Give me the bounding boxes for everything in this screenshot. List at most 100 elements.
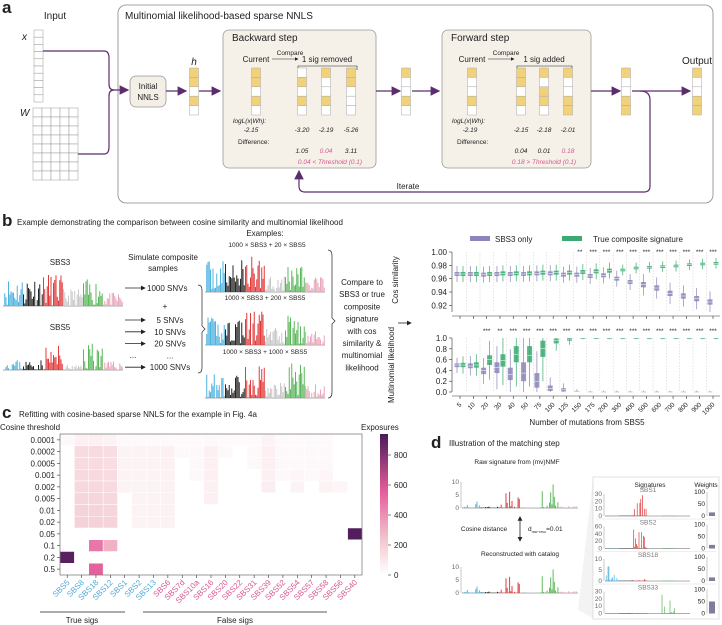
spectrum-bar <box>281 386 283 398</box>
spectrum-bar <box>293 285 295 292</box>
spectrum-bar <box>605 612 607 614</box>
colorbar-tick-label: 600 <box>394 481 408 490</box>
x-tick-label: 50 <box>520 401 530 411</box>
simulate-label-2: samples <box>148 264 178 273</box>
spectrum-bar <box>24 303 26 306</box>
heatmap-cell <box>160 469 176 482</box>
vector-cell <box>346 86 356 97</box>
spectrum-bar <box>573 591 575 593</box>
spectrum-bar <box>311 287 313 292</box>
spectra <box>3 256 325 399</box>
heatmap-cell <box>160 516 176 529</box>
panel-a-letter: a <box>2 0 12 17</box>
spectrum-bar <box>541 491 543 508</box>
w-matrix-cell <box>32 143 43 154</box>
spectrum-bar <box>106 298 108 306</box>
spectrum-bar <box>321 395 323 398</box>
w-matrix-cell <box>41 134 52 145</box>
spectrum-bar <box>481 507 483 508</box>
spectrum-bar <box>253 273 255 292</box>
spectrum-bar <box>322 393 324 398</box>
spectrum-bar <box>669 600 671 614</box>
legend-label: SBS3 only <box>495 235 532 244</box>
spectrum-bar <box>280 283 281 292</box>
spectrum-bar <box>65 298 67 306</box>
forward-difference-label: Difference: <box>457 139 489 146</box>
spectrum-bar <box>88 345 89 370</box>
significance-marker: *** <box>669 249 677 256</box>
spectrum-bar <box>221 378 223 398</box>
vector-cell <box>692 105 702 116</box>
spectrum-bar <box>101 348 103 370</box>
heatmap-cell <box>102 516 118 529</box>
spectrum-bar <box>71 291 73 306</box>
x-tick-label: 30 <box>493 401 503 411</box>
heatmap-cell <box>246 445 262 458</box>
forward-current-vector <box>467 67 477 116</box>
spectrum-bar <box>273 384 275 398</box>
spectrum-bar <box>291 270 293 292</box>
x-tick-label: 500 <box>637 401 650 414</box>
spectrum-bar <box>237 321 239 345</box>
spectrum-bar <box>226 335 228 345</box>
spectrum-bar <box>223 324 225 345</box>
spectrum-bar <box>113 361 114 370</box>
heatmap-cell <box>131 469 147 482</box>
spectrum-bar <box>268 392 270 398</box>
y-tick-label: 20 <box>595 596 603 603</box>
spectrum-bar <box>643 578 645 581</box>
w-matrix-cell <box>41 170 52 181</box>
w-matrix-cell <box>59 152 70 163</box>
spectrum-bar <box>207 317 209 345</box>
spectrum-bar <box>272 286 274 292</box>
heatmap-cell <box>131 433 147 446</box>
spectrum-bar <box>235 281 236 292</box>
spectrum-bar <box>76 294 78 306</box>
spectrum-bar <box>232 265 234 292</box>
spectrum-bar <box>303 366 305 398</box>
w-matrix-cell <box>50 143 61 154</box>
y-tick-label: 0 <box>455 505 459 512</box>
spectrum-bar <box>245 319 246 345</box>
spectrum-bar <box>210 269 211 292</box>
forward-logl-value: -2.15 <box>514 127 529 134</box>
spectrum-bar <box>528 592 530 593</box>
vector-cell <box>539 105 549 116</box>
y-tick-label: 10 <box>452 564 460 571</box>
spectrum-bar <box>671 611 673 614</box>
vector-cell <box>692 95 702 106</box>
spectrum-bar <box>282 392 284 398</box>
spectrum-bar <box>20 289 22 306</box>
sbs3-only-box <box>467 363 473 369</box>
spectrum-bar <box>230 394 231 398</box>
weight-bar <box>709 544 715 549</box>
spectrum-bar <box>233 390 235 398</box>
heatmap-cell <box>275 457 291 470</box>
heatmap-cell <box>217 433 233 446</box>
spectrum-bar <box>20 368 22 370</box>
spectrum-bar <box>68 368 69 370</box>
spectrum-bar <box>28 364 29 370</box>
spectrum-bar <box>301 343 303 345</box>
true-composite-box <box>633 338 639 339</box>
vector-cell <box>251 86 261 97</box>
spectrum-bar <box>285 386 286 398</box>
signature-name: SBS18 <box>638 552 659 559</box>
spectrum-bar <box>86 279 88 306</box>
spectrum-bar <box>246 265 248 292</box>
spectrum-bar <box>235 377 236 398</box>
weights-tick-label: 100 <box>694 554 705 561</box>
backward-logl-value: -2.19 <box>319 127 334 134</box>
spectrum-bar <box>320 277 321 292</box>
true-composite-box <box>593 338 599 339</box>
spectrum-bar <box>248 286 250 292</box>
spectrum-bar <box>237 278 239 292</box>
w-matrix-cell <box>68 161 79 172</box>
x-tick-label: 700 <box>664 401 677 414</box>
colorbar-label: Exposures <box>361 423 399 432</box>
heatmap-cell <box>189 457 205 470</box>
weights-tick-label: 0 <box>701 578 705 585</box>
heatmap-cell <box>203 469 219 482</box>
spectrum-bar <box>298 374 300 398</box>
spectrum-bar <box>243 285 245 292</box>
